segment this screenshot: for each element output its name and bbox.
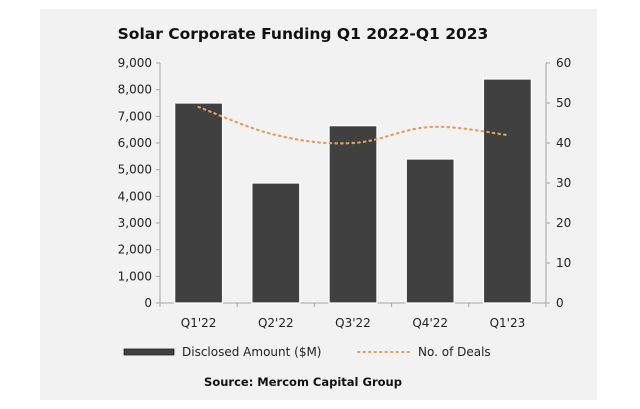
chart-panel: Solar Corporate Funding Q1 2022-Q1 2023 … — [40, 9, 597, 400]
x-tick-label: Q1'22 — [181, 316, 217, 330]
y-left-tick-label: 2,000 — [118, 243, 152, 257]
x-tick-label: Q1'23 — [490, 316, 526, 330]
chart-svg: Solar Corporate Funding Q1 2022-Q1 2023 … — [118, 25, 572, 389]
deals-line-path — [197, 105, 509, 145]
y-left-tick-label: 1,000 — [118, 269, 152, 283]
y-left-tick-label: 5,000 — [118, 163, 152, 177]
y-right-tick-label: 60 — [556, 56, 571, 70]
y-right-tick-label: 0 — [556, 296, 564, 310]
y-left-tick-label: 6,000 — [118, 136, 152, 150]
y-right-tick-label: 20 — [556, 216, 571, 230]
y-left-tick-label: 3,000 — [118, 216, 152, 230]
x-tick-label: Q2'22 — [258, 316, 294, 330]
y-left-tick-label: 8,000 — [118, 83, 152, 97]
source-label: Source: Mercom Capital Group — [204, 375, 402, 389]
bar — [405, 158, 455, 304]
y-right-tick-label: 50 — [556, 96, 571, 110]
y-left-tick-label: 9,000 — [118, 56, 152, 70]
legend-swatch-amount — [123, 348, 175, 356]
axes: 0 1,000 2,000 3,000 4,000 5,000 6,000 7,000 8,00… — [118, 56, 572, 330]
legend-label-amount: Disclosed Amount ($M) — [182, 345, 322, 359]
bar — [174, 102, 224, 304]
y-left-tick-label: 7,000 — [118, 109, 152, 123]
y-right-tick-label: 40 — [556, 136, 571, 150]
bar — [251, 182, 301, 304]
y-left-tick-label: 4,000 — [118, 189, 152, 203]
deals-line — [197, 105, 509, 145]
bars — [174, 78, 532, 304]
x-tick-label: Q4'22 — [412, 316, 448, 330]
legend-label-deals: No. of Deals — [418, 345, 491, 359]
legend: Disclosed Amount ($M) No. of Deals — [123, 345, 491, 359]
chart-title: Solar Corporate Funding Q1 2022-Q1 2023 — [118, 25, 489, 43]
y-left-tick-label: 0 — [144, 296, 152, 310]
y-right-tick-label: 30 — [556, 176, 571, 190]
bar — [482, 78, 532, 304]
y-right-tick-label: 10 — [556, 256, 571, 270]
x-tick-label: Q3'22 — [335, 316, 371, 330]
bar — [328, 125, 378, 304]
